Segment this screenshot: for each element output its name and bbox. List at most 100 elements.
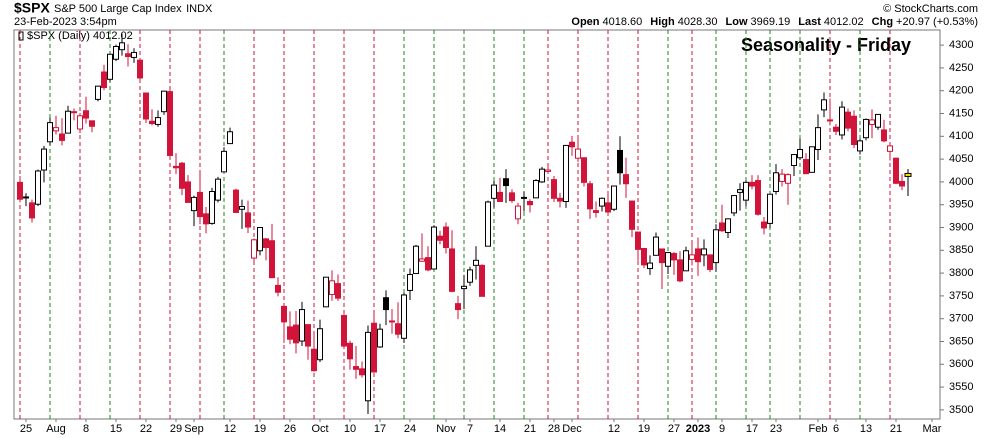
- candle-body: [737, 189, 743, 193]
- x-tick-label: 27: [668, 423, 680, 435]
- plot-frame: [13, 29, 941, 420]
- candle-body: [449, 248, 455, 292]
- date: 23-Feb-2023 3:54pm: [14, 16, 117, 28]
- x-tick-label: 7: [467, 423, 473, 435]
- candle-body: [419, 258, 425, 262]
- candle-body: [317, 328, 323, 361]
- y-tick-label: 3600: [949, 358, 973, 370]
- y-tick-label: 3850: [949, 244, 973, 256]
- x-tick-label: 25: [20, 423, 32, 435]
- candle-body: [41, 148, 47, 171]
- candle-body: [665, 252, 671, 267]
- candle-body: [689, 254, 695, 260]
- x-tick-label: 26: [284, 423, 296, 435]
- candle-body: [599, 197, 605, 207]
- candle-body: [251, 239, 257, 259]
- candle-body: [677, 259, 683, 282]
- candle-body: [629, 200, 635, 230]
- candle-body: [179, 162, 185, 189]
- candle-body: [239, 206, 245, 210]
- x-tick-label: 8: [83, 423, 89, 435]
- exchange: INDX: [186, 3, 213, 15]
- x-tick-label: 24: [404, 423, 416, 435]
- candle-body: [431, 226, 437, 270]
- candle-body: [101, 71, 107, 89]
- y-tick-label: 4000: [949, 176, 973, 188]
- candle-body: [857, 140, 863, 152]
- candle-body: [773, 172, 779, 192]
- y-tick-label: 3500: [949, 404, 973, 416]
- candle-body: [341, 314, 347, 347]
- candle-body: [695, 248, 701, 263]
- x-tick-label: 2023: [686, 423, 710, 435]
- x-tick-label: Nov: [436, 423, 456, 435]
- candle-body: [269, 240, 275, 279]
- stat-label: Last: [798, 16, 821, 28]
- candle-body: [809, 146, 815, 173]
- candle-body: [587, 183, 593, 210]
- x-tick-label: 23: [770, 423, 782, 435]
- x-tick-label: 13: [860, 423, 872, 435]
- candle-body: [227, 131, 233, 145]
- candle-body: [863, 118, 869, 139]
- candle-body: [904, 172, 912, 177]
- x-tick-label: 19: [254, 423, 266, 435]
- candle-body: [173, 165, 179, 169]
- candle-body: [869, 119, 875, 125]
- candle-body: [209, 190, 215, 224]
- y-tick-label: 4100: [949, 130, 973, 142]
- candle-body: [761, 221, 767, 229]
- candle-body: [125, 53, 131, 58]
- stat-label: Open: [571, 16, 599, 28]
- x-tick-label: Aug: [46, 423, 66, 435]
- candle-body: [71, 111, 77, 114]
- candle-body: [257, 227, 263, 252]
- candle-body: [443, 226, 449, 249]
- candle-body: [47, 122, 53, 143]
- x-tick-label: 12: [224, 423, 236, 435]
- candle-body: [881, 129, 887, 142]
- x-tick-label: 22: [140, 423, 152, 435]
- candle-body: [797, 149, 803, 159]
- candle-body: [527, 201, 533, 206]
- candle-body: [521, 196, 527, 199]
- candle-body: [659, 248, 665, 264]
- x-tick-label: Sep: [184, 423, 204, 435]
- candle-body: [155, 117, 161, 125]
- candle-body: [815, 127, 821, 151]
- y-tick-label: 4200: [949, 85, 973, 97]
- candle-body: [59, 133, 65, 141]
- candle-body: [491, 184, 497, 199]
- y-tick-label: 3950: [949, 199, 973, 211]
- x-tick-label: 28: [548, 423, 560, 435]
- y-tick-label: 4300: [949, 39, 973, 51]
- x-tick-label: 6: [833, 423, 839, 435]
- candle-body: [539, 168, 545, 183]
- y-tick-label: 3900: [949, 221, 973, 233]
- candle-body: [611, 185, 617, 210]
- candle-body: [293, 324, 299, 344]
- candle-body: [563, 144, 569, 203]
- x-tick-label: 17: [374, 423, 386, 435]
- x-tick-label: Mar: [923, 423, 942, 435]
- stat-value: +20.97 (+0.53%): [896, 16, 978, 28]
- stat-label: Chg: [872, 16, 893, 28]
- x-tick-label: 19: [638, 423, 650, 435]
- candle-body: [581, 157, 587, 183]
- candle-body: [779, 173, 785, 182]
- candle-body: [35, 170, 41, 205]
- candle-body: [53, 127, 59, 132]
- candle-body: [887, 145, 893, 152]
- candle-body: [503, 178, 509, 187]
- candle-body: [509, 192, 515, 202]
- y-tick-label: 4150: [949, 107, 973, 119]
- candle-body: [707, 254, 713, 270]
- legend-icon: [18, 31, 24, 41]
- candle-body: [437, 235, 443, 241]
- candle-body: [743, 181, 749, 201]
- candle-body: [233, 189, 239, 213]
- x-tick-label: 12: [608, 423, 620, 435]
- candle-body: [353, 366, 359, 370]
- candle-body: [467, 269, 473, 283]
